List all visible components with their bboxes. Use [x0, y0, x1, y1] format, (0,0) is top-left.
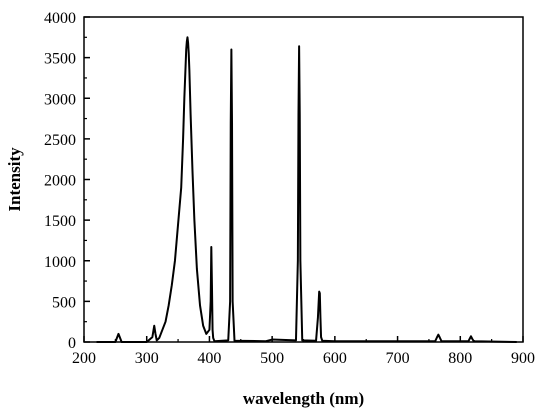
plot-frame: [83, 16, 524, 343]
y-tick-label: 2500: [44, 132, 76, 149]
y-tick-labels: 0 500 1000 1500 2000 2500 3000 3500 4000: [44, 10, 76, 352]
y-tick-label: 4000: [44, 10, 76, 27]
x-tick-labels: 200 300 400 500 600 700 800 900: [72, 350, 535, 367]
y-tick-label: 1000: [44, 254, 76, 271]
x-tick-label: 800: [448, 350, 472, 367]
x-tick-label: 700: [386, 350, 410, 367]
axes: [83, 16, 524, 343]
y-tick-label: 3000: [44, 91, 76, 108]
y-tick-label: 1500: [44, 213, 76, 230]
y-axis-label: Intensity: [5, 147, 24, 212]
y-tick-label: 2000: [44, 173, 76, 190]
x-tick-label: 500: [260, 350, 284, 367]
x-tick-label: 900: [511, 350, 535, 367]
x-tick-label: 600: [323, 350, 347, 367]
spectrum-line: [96, 36, 517, 343]
y-tick-label: 0: [68, 335, 76, 352]
x-tick-label: 400: [197, 350, 221, 367]
tick-marks: [83, 16, 524, 343]
x-tick-label: 200: [72, 350, 96, 367]
x-axis-label: wavelength (nm): [243, 389, 364, 408]
y-tick-label: 500: [52, 294, 76, 311]
series-group: [96, 36, 517, 343]
y-tick-label: 3500: [44, 51, 76, 68]
x-tick-label: 300: [135, 350, 159, 367]
